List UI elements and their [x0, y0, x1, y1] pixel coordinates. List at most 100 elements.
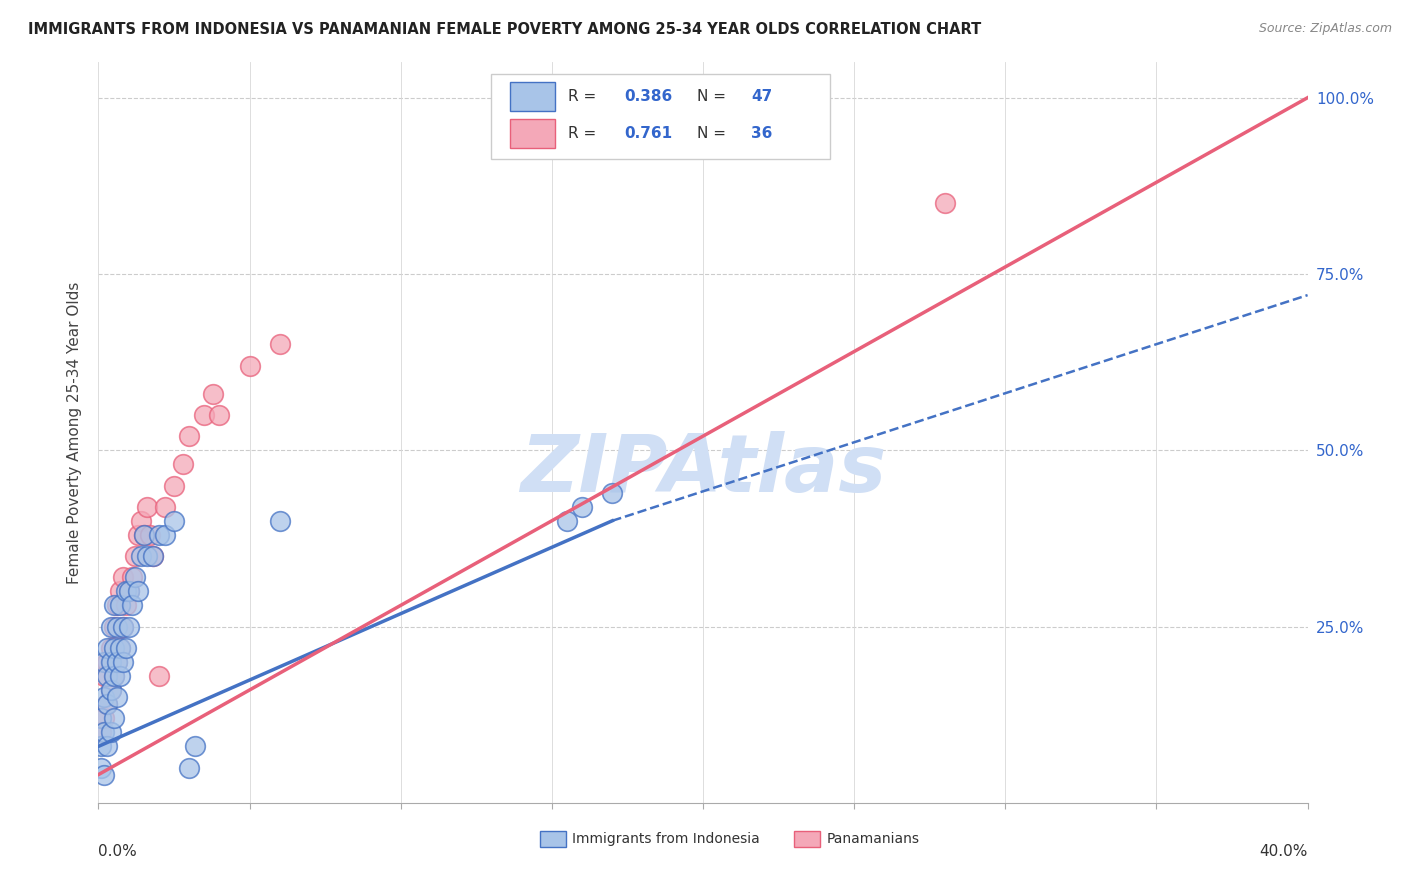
- Point: [148, 669, 170, 683]
- Text: 0.0%: 0.0%: [98, 844, 138, 858]
- Text: Source: ZipAtlas.com: Source: ZipAtlas.com: [1258, 22, 1392, 36]
- Point: [100, 619, 122, 633]
- Text: 0.761: 0.761: [624, 126, 672, 141]
- Point: [103, 599, 125, 613]
- Point: [111, 619, 134, 633]
- Y-axis label: Female Poverty Among 25-34 Year Olds: Female Poverty Among 25-34 Year Olds: [67, 282, 83, 583]
- Text: ZIPAtlas: ZIPAtlas: [520, 431, 886, 508]
- Point: [93, 655, 115, 669]
- Point: [208, 408, 231, 422]
- Point: [100, 683, 122, 698]
- Text: N =: N =: [697, 89, 731, 104]
- Point: [202, 387, 225, 401]
- Point: [111, 655, 134, 669]
- Point: [163, 478, 186, 492]
- Point: [934, 196, 956, 211]
- Point: [103, 640, 125, 655]
- Point: [124, 549, 146, 563]
- Point: [105, 655, 128, 669]
- Bar: [509, 120, 555, 147]
- Point: [135, 500, 157, 514]
- Point: [103, 711, 125, 725]
- Point: [129, 549, 152, 563]
- Point: [96, 669, 118, 683]
- Point: [90, 739, 112, 754]
- Point: [96, 697, 118, 711]
- Text: R =: R =: [568, 126, 600, 141]
- Point: [93, 690, 115, 704]
- Point: [111, 619, 134, 633]
- Point: [93, 669, 115, 683]
- Text: Immigrants from Indonesia: Immigrants from Indonesia: [572, 832, 761, 847]
- Bar: [793, 831, 820, 847]
- Point: [90, 711, 112, 725]
- Point: [118, 584, 141, 599]
- Point: [129, 514, 152, 528]
- Text: 47: 47: [751, 89, 773, 104]
- Text: 0.386: 0.386: [624, 89, 672, 104]
- Point: [163, 514, 186, 528]
- Point: [142, 549, 165, 563]
- Point: [108, 584, 131, 599]
- Point: [135, 549, 157, 563]
- Point: [103, 619, 125, 633]
- Point: [269, 514, 291, 528]
- Point: [118, 584, 141, 599]
- Point: [100, 725, 122, 739]
- Point: [179, 429, 201, 443]
- Point: [100, 655, 122, 669]
- Point: [121, 570, 143, 584]
- Point: [127, 528, 149, 542]
- Point: [114, 584, 136, 599]
- Point: [179, 760, 201, 774]
- Bar: [540, 831, 567, 847]
- Text: R =: R =: [568, 89, 600, 104]
- Point: [602, 485, 624, 500]
- Point: [108, 640, 131, 655]
- Point: [103, 669, 125, 683]
- Point: [193, 408, 215, 422]
- Point: [132, 528, 155, 542]
- Text: Panamanians: Panamanians: [827, 832, 920, 847]
- Point: [114, 599, 136, 613]
- Bar: [509, 82, 555, 111]
- Point: [100, 640, 122, 655]
- Point: [90, 760, 112, 774]
- Point: [100, 683, 122, 698]
- Point: [96, 640, 118, 655]
- Point: [124, 570, 146, 584]
- Point: [96, 655, 118, 669]
- Point: [93, 725, 115, 739]
- Text: 36: 36: [751, 126, 773, 141]
- Point: [184, 739, 207, 754]
- Point: [153, 528, 176, 542]
- Point: [96, 697, 118, 711]
- Text: N =: N =: [697, 126, 731, 141]
- Point: [103, 669, 125, 683]
- Point: [96, 739, 118, 754]
- Point: [148, 528, 170, 542]
- Point: [121, 599, 143, 613]
- Point: [139, 528, 162, 542]
- Point: [93, 711, 115, 725]
- Point: [90, 725, 112, 739]
- Text: 40.0%: 40.0%: [1260, 844, 1308, 858]
- Point: [269, 337, 291, 351]
- Point: [105, 690, 128, 704]
- Point: [111, 570, 134, 584]
- Point: [571, 500, 593, 514]
- Point: [114, 640, 136, 655]
- Point: [555, 514, 578, 528]
- Point: [239, 359, 262, 373]
- Point: [93, 767, 115, 781]
- Point: [108, 669, 131, 683]
- Point: [105, 619, 128, 633]
- Point: [132, 528, 155, 542]
- Point: [108, 640, 131, 655]
- Point: [153, 500, 176, 514]
- Point: [105, 655, 128, 669]
- Point: [172, 458, 194, 472]
- FancyBboxPatch shape: [492, 73, 830, 159]
- Point: [118, 619, 141, 633]
- Point: [127, 584, 149, 599]
